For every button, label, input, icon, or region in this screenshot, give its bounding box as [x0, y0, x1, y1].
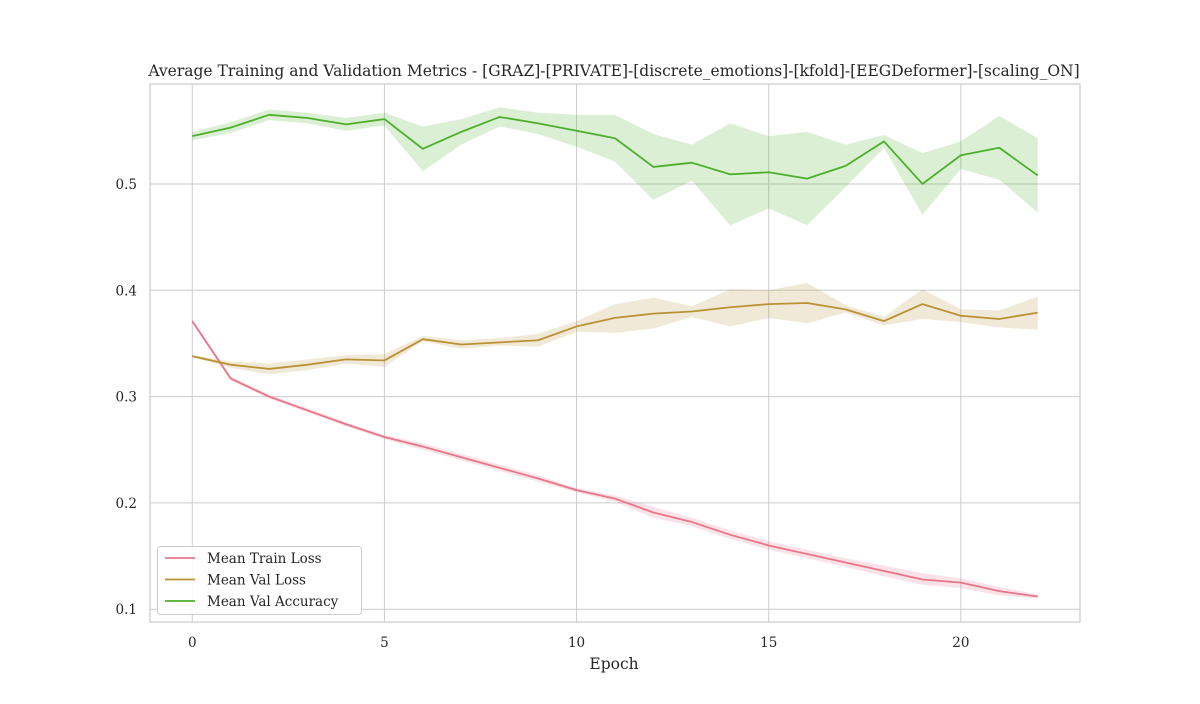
- legend-label-mean-val-loss: Mean Val Loss: [207, 573, 306, 589]
- x-axis-label: Epoch: [589, 655, 638, 673]
- y-tick-label: 0.5: [116, 177, 137, 193]
- legend-label-mean-train-loss: Mean Train Loss: [207, 551, 322, 567]
- legend-label-mean-val-accuracy: Mean Val Accuracy: [207, 594, 339, 610]
- mean-val-accuracy-line: [192, 113, 1039, 185]
- mean-val-accuracy-band: [192, 107, 1038, 226]
- y-tick-label: 0.4: [116, 283, 137, 299]
- x-tick-label: 10: [568, 635, 585, 651]
- x-tick-label: 20: [952, 635, 969, 651]
- x-tick-label: 5: [380, 635, 389, 651]
- x-tick-label: 15: [760, 635, 777, 651]
- plot-frame: [149, 83, 1081, 623]
- y-tick-label: 0.3: [116, 390, 137, 406]
- series-lines: [191, 113, 1039, 598]
- legend-box: [157, 546, 362, 615]
- y-tick-label: 0.2: [116, 496, 137, 512]
- legend: Mean Train Loss Mean Val Loss Mean Val Acc…: [157, 546, 362, 615]
- grid: [150, 84, 1080, 622]
- y-tick-label: 0.1: [116, 602, 137, 618]
- chart-title: Average Training and Validation Metrics …: [147, 62, 1079, 80]
- tick-labels: 0 5 10 15 20 0.1 0.2 0.3 0.4 0.5: [116, 177, 970, 651]
- mean-val-loss-line: [192, 302, 1038, 370]
- x-tick-label: 0: [188, 635, 197, 651]
- mean-train-loss-line: [191, 320, 1038, 598]
